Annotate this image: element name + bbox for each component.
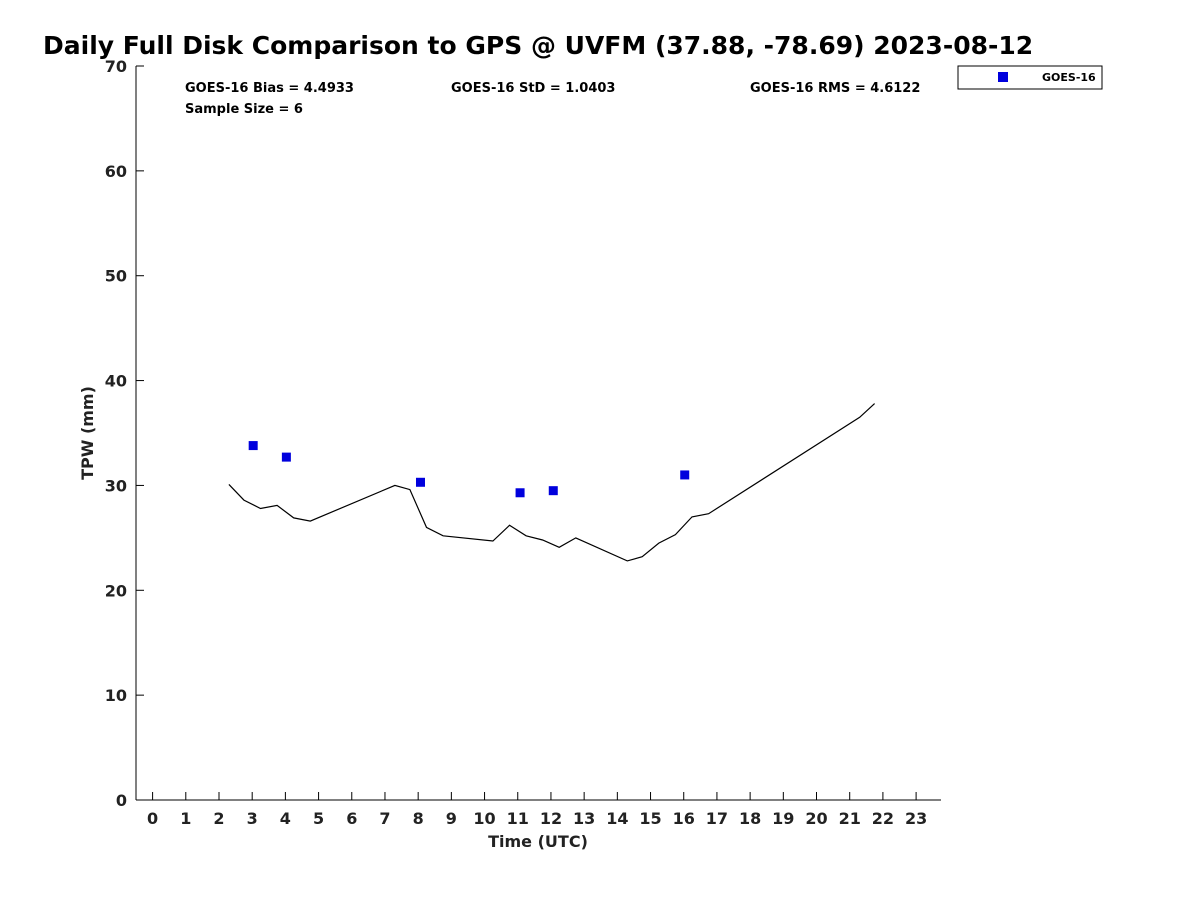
stat-rms: GOES-16 RMS = 4.6122 <box>750 81 920 96</box>
x-axis-label: Time (UTC) <box>488 832 588 851</box>
x-tick-label: 8 <box>413 809 424 828</box>
x-tick-label: 5 <box>313 809 324 828</box>
legend-marker-goes16 <box>998 72 1008 82</box>
goes16-data-point <box>548 486 558 496</box>
stat-sample-size: Sample Size = 6 <box>185 102 303 117</box>
x-tick-label: 14 <box>606 809 628 828</box>
gps-series-line <box>228 403 876 562</box>
chart-title: Daily Full Disk Comparison to GPS @ UVFM… <box>43 31 1033 60</box>
legend: GOES-16 <box>957 65 1103 90</box>
y-tick-label: 50 <box>105 267 127 286</box>
goes16-data-point <box>281 452 291 462</box>
y-tick-label: 70 <box>105 57 127 76</box>
x-tick-label: 20 <box>805 809 827 828</box>
y-axis-ticks: 0 10 20 30 40 50 60 70 <box>105 57 144 810</box>
x-tick-label: 19 <box>772 809 794 828</box>
x-axis-ticks: 0 1 2 3 4 5 6 7 8 9 10 11 12 13 14 15 16 17 18 19 20 21 22 23 <box>147 792 927 828</box>
x-tick-label: 10 <box>473 809 495 828</box>
x-tick-label: 17 <box>706 809 728 828</box>
y-axis-label: TPW (mm) <box>78 386 97 480</box>
y-tick-label: 30 <box>105 476 127 495</box>
y-tick-label: 0 <box>116 791 127 810</box>
goes16-scatter-series <box>248 441 690 498</box>
y-tick-label: 40 <box>105 372 127 391</box>
plot-area <box>136 66 941 800</box>
goes16-data-point <box>415 477 425 487</box>
stat-bias: GOES-16 Bias = 4.4933 <box>185 81 354 96</box>
x-tick-label: 7 <box>379 809 390 828</box>
x-tick-label: 0 <box>147 809 158 828</box>
x-tick-label: 6 <box>346 809 357 828</box>
gps-line-series <box>228 403 876 562</box>
x-tick-label: 15 <box>639 809 661 828</box>
goes16-data-point <box>680 470 690 480</box>
x-tick-label: 4 <box>280 809 291 828</box>
goes16-data-point <box>248 441 258 451</box>
x-tick-label: 2 <box>213 809 224 828</box>
x-tick-label: 22 <box>872 809 894 828</box>
y-tick-label: 10 <box>105 686 127 705</box>
x-tick-label: 9 <box>446 809 457 828</box>
x-tick-label: 21 <box>839 809 861 828</box>
stat-std: GOES-16 StD = 1.0403 <box>451 81 615 96</box>
x-tick-label: 18 <box>739 809 761 828</box>
y-tick-label: 20 <box>105 581 127 600</box>
x-tick-label: 12 <box>540 809 562 828</box>
x-tick-label: 1 <box>180 809 191 828</box>
x-tick-label: 16 <box>673 809 695 828</box>
x-tick-label: 3 <box>247 809 258 828</box>
y-tick-label: 60 <box>105 162 127 181</box>
legend-label-goes16: GOES-16 <box>1042 71 1096 84</box>
legend-box <box>957 65 1103 90</box>
x-tick-label: 23 <box>905 809 927 828</box>
x-tick-label: 13 <box>573 809 595 828</box>
goes16-data-point <box>515 488 525 498</box>
x-tick-label: 11 <box>507 809 529 828</box>
